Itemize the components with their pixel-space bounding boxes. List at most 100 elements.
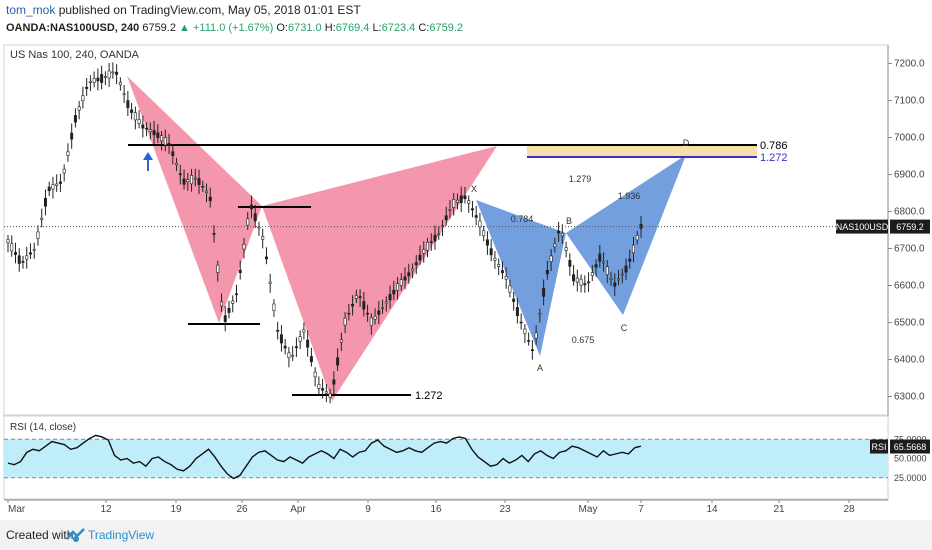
candle-body bbox=[223, 315, 227, 322]
price-tick-label: 6300.0 bbox=[894, 392, 925, 403]
candle-body bbox=[115, 71, 119, 75]
candle-body bbox=[47, 186, 51, 192]
candle-body bbox=[190, 175, 194, 185]
candle-body bbox=[40, 217, 44, 220]
candle-body bbox=[85, 86, 89, 89]
low-label: L: bbox=[372, 22, 382, 34]
candle-body bbox=[467, 200, 471, 204]
fib-ratio-label: 1.936 bbox=[618, 191, 641, 201]
published-text: published on TradingView.com, May 05, 20… bbox=[58, 3, 361, 17]
candle-body bbox=[55, 183, 59, 186]
candle-body bbox=[73, 115, 77, 123]
candle-body bbox=[568, 260, 572, 267]
candle-body bbox=[70, 132, 74, 140]
candle-body bbox=[283, 345, 287, 349]
candle-body bbox=[594, 264, 598, 268]
candle-body bbox=[332, 379, 336, 385]
candle-body bbox=[130, 109, 134, 113]
time-tick-label: 19 bbox=[170, 504, 182, 515]
candle-body bbox=[429, 241, 433, 244]
candle-body bbox=[51, 184, 55, 190]
candle-body bbox=[58, 181, 62, 184]
low-level-label: 1.272 bbox=[415, 390, 443, 402]
candle-body bbox=[279, 334, 283, 344]
last-price-badge-label: 6759.2 bbox=[896, 222, 924, 232]
candle-body bbox=[500, 270, 504, 274]
high-label: H: bbox=[324, 22, 336, 34]
candle-body bbox=[534, 332, 538, 339]
candle-body bbox=[426, 241, 430, 251]
candle-body bbox=[249, 204, 253, 210]
price-tick-label: 7100.0 bbox=[894, 96, 925, 107]
candle-body bbox=[122, 93, 126, 96]
rsi-tick-label: 50.0000 bbox=[894, 454, 927, 464]
candle-body bbox=[530, 349, 534, 352]
level-0786-label: 0.786 bbox=[760, 140, 788, 152]
candle-body bbox=[407, 272, 411, 277]
candle-body bbox=[253, 213, 257, 222]
candle-body bbox=[538, 313, 542, 315]
candle-body bbox=[459, 195, 463, 203]
candle-body bbox=[238, 269, 242, 273]
candle-body bbox=[287, 352, 291, 359]
time-tick-label: Mar bbox=[8, 504, 26, 515]
candle-body bbox=[411, 268, 415, 272]
candle-body bbox=[92, 78, 96, 83]
candle-body bbox=[598, 253, 602, 262]
candle-body bbox=[264, 256, 268, 260]
candle-body bbox=[377, 310, 381, 315]
candle-body bbox=[583, 283, 587, 286]
ohlc-line: OANDA:NAS100USD, 240 6759.2 ▲ +111.0 (+1… bbox=[6, 22, 463, 34]
rsi-tick-label: 75.0000 bbox=[894, 434, 927, 444]
time-tick-label: 16 bbox=[430, 504, 442, 515]
low-value: 6723.4 bbox=[381, 22, 416, 34]
candle-body bbox=[515, 307, 519, 317]
time-tick-label: Apr bbox=[290, 504, 306, 515]
tradingview-brand-link[interactable]: TradingView bbox=[88, 528, 155, 542]
candle-body bbox=[635, 235, 639, 241]
candle-body bbox=[519, 321, 523, 324]
price-change: ▲ +111.0 (+1.67%) bbox=[179, 22, 274, 34]
candle-body bbox=[272, 303, 276, 311]
price-tick-label: 6500.0 bbox=[894, 318, 925, 329]
candle-body bbox=[605, 266, 609, 275]
close-value: 6759.2 bbox=[429, 22, 463, 34]
candle-body bbox=[549, 255, 553, 262]
rsi-label-badge bbox=[870, 439, 888, 454]
candle-body bbox=[351, 303, 355, 307]
price-tick-label: 6800.0 bbox=[894, 207, 925, 218]
candle-body bbox=[362, 301, 366, 310]
symbol-label[interactable]: OANDA:NAS100USD, 240 bbox=[6, 22, 140, 34]
candle-body bbox=[452, 199, 456, 208]
candle-body bbox=[414, 262, 418, 266]
candle-body bbox=[309, 356, 313, 363]
level-1272-label: 1.272 bbox=[760, 152, 788, 164]
candle-body bbox=[392, 289, 396, 295]
time-tick-label: 23 bbox=[499, 504, 511, 515]
symbol-badge-label: NAS100USD bbox=[836, 222, 889, 232]
candle-body bbox=[444, 215, 448, 221]
candle-body bbox=[298, 336, 302, 342]
candle-body bbox=[527, 340, 531, 342]
candle-body bbox=[167, 143, 171, 146]
candle-body bbox=[145, 127, 149, 130]
candle-body bbox=[302, 329, 306, 333]
high-value: 6769.4 bbox=[335, 22, 370, 34]
candle-body bbox=[219, 301, 223, 307]
rsi-band bbox=[4, 439, 888, 478]
open-value: 6731.0 bbox=[288, 22, 322, 34]
price-chart[interactable]: US Nas 100, 240, OANDA 7200.0 7100.0 7000.0… bbox=[0, 40, 932, 520]
candle-body bbox=[201, 185, 205, 188]
price-tick-label: 6900.0 bbox=[894, 170, 925, 181]
rsi-line bbox=[7, 434, 642, 480]
candle-body bbox=[261, 236, 265, 240]
symbol-badge bbox=[836, 219, 888, 234]
candle-body bbox=[231, 300, 235, 304]
close-label: C: bbox=[418, 22, 430, 34]
candle-body bbox=[354, 295, 358, 299]
up-arrow-icon bbox=[143, 152, 153, 160]
rsi-tick-label: 25.0000 bbox=[894, 473, 927, 483]
candle-body bbox=[403, 276, 407, 281]
created-with-text: Created with bbox=[6, 528, 74, 542]
author-username[interactable]: tom_mok bbox=[6, 3, 56, 17]
